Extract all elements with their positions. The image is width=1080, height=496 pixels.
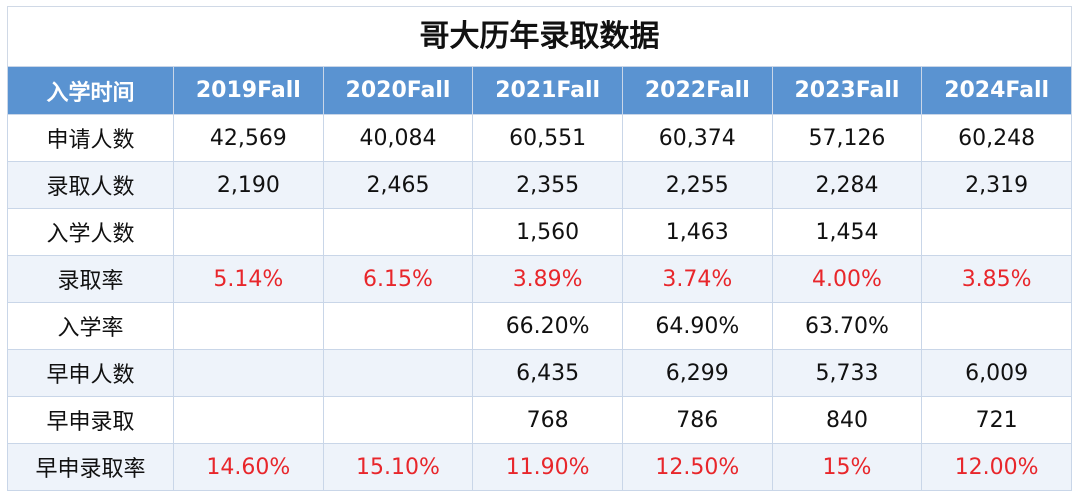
table-cell: 57,126 bbox=[771, 114, 923, 162]
row-label: 早申人数 bbox=[7, 349, 174, 397]
header-cell: 2023Fall bbox=[771, 66, 923, 115]
table-cell: 14.60% bbox=[173, 443, 324, 491]
row-label: 录取人数 bbox=[7, 161, 174, 209]
header-cell: 2024Fall bbox=[921, 66, 1072, 115]
table-cell: 64.90% bbox=[621, 302, 773, 350]
table-cell: 6,299 bbox=[621, 349, 773, 397]
table-cell bbox=[322, 302, 474, 350]
table-cell bbox=[921, 208, 1072, 256]
table-cell: 2,284 bbox=[771, 161, 923, 209]
table-cell: 6,435 bbox=[472, 349, 623, 397]
table-cell bbox=[921, 302, 1072, 350]
table-cell: 12.50% bbox=[621, 443, 773, 491]
table-row: 申请人数 42,569 40,084 60,551 60,374 57,126 60,248 bbox=[7, 114, 1072, 162]
table-cell: 3.85% bbox=[921, 255, 1072, 303]
header-cell: 2020Fall bbox=[322, 66, 474, 115]
row-label: 早申录取 bbox=[7, 396, 174, 444]
header-cell: 2022Fall bbox=[621, 66, 773, 115]
row-label: 入学人数 bbox=[7, 208, 174, 256]
header-cell: 2021Fall bbox=[472, 66, 623, 115]
table-cell: 786 bbox=[621, 396, 773, 444]
table-row: 早申人数 6,435 6,299 5,733 6,009 bbox=[7, 349, 1072, 397]
table-cell: 4.00% bbox=[771, 255, 923, 303]
table-cell: 15.10% bbox=[322, 443, 474, 491]
table-cell: 11.90% bbox=[472, 443, 623, 491]
table-cell: 5,733 bbox=[771, 349, 923, 397]
table-cell bbox=[173, 208, 324, 256]
table-cell: 66.20% bbox=[472, 302, 623, 350]
table-row: 入学人数 1,560 1,463 1,454 bbox=[7, 208, 1072, 256]
table-row: 入学率 66.20% 64.90% 63.70% bbox=[7, 302, 1072, 350]
table-cell: 40,084 bbox=[322, 114, 474, 162]
table-cell: 60,374 bbox=[621, 114, 773, 162]
table-cell: 1,560 bbox=[472, 208, 623, 256]
table-cell: 2,355 bbox=[472, 161, 623, 209]
table-cell: 1,454 bbox=[771, 208, 923, 256]
table-cell: 1,463 bbox=[621, 208, 773, 256]
table-row: 录取人数 2,190 2,465 2,355 2,255 2,284 2,319 bbox=[7, 161, 1072, 209]
table-cell: 721 bbox=[921, 396, 1072, 444]
table-cell: 840 bbox=[771, 396, 923, 444]
admissions-table: 入学时间 2019Fall 2020Fall 2021Fall 2022Fall… bbox=[7, 66, 1072, 491]
table-cell bbox=[173, 396, 324, 444]
table-cell bbox=[322, 396, 474, 444]
table-cell bbox=[322, 208, 474, 256]
row-label: 入学率 bbox=[7, 302, 174, 350]
table-cell: 5.14% bbox=[173, 255, 324, 303]
table-cell: 768 bbox=[472, 396, 623, 444]
table-cell: 3.89% bbox=[472, 255, 623, 303]
table-row: 录取率 5.14% 6.15% 3.89% 3.74% 4.00% 3.85% bbox=[7, 255, 1072, 303]
table-cell bbox=[173, 349, 324, 397]
header-cell: 2019Fall bbox=[173, 66, 324, 115]
table-row: 早申录取率 14.60% 15.10% 11.90% 12.50% 15% 12.00% bbox=[7, 443, 1072, 491]
table-cell: 3.74% bbox=[621, 255, 773, 303]
table-cell: 42,569 bbox=[173, 114, 324, 162]
table-cell: 6.15% bbox=[322, 255, 474, 303]
table-cell: 12.00% bbox=[921, 443, 1072, 491]
table-cell: 60,551 bbox=[472, 114, 623, 162]
header-row: 入学时间 2019Fall 2020Fall 2021Fall 2022Fall… bbox=[7, 66, 1072, 115]
table-cell: 63.70% bbox=[771, 302, 923, 350]
table-cell: 60,248 bbox=[921, 114, 1072, 162]
header-cell: 入学时间 bbox=[7, 66, 174, 115]
row-label: 早申录取率 bbox=[7, 443, 174, 491]
row-label: 申请人数 bbox=[7, 114, 174, 162]
row-label: 录取率 bbox=[7, 255, 174, 303]
table-cell: 2,465 bbox=[322, 161, 474, 209]
admissions-table-card: 哥大历年录取数据 入学时间 2019Fall 2020Fall 2021Fall… bbox=[7, 6, 1072, 491]
table-cell: 2,319 bbox=[921, 161, 1072, 209]
table-cell: 2,255 bbox=[621, 161, 773, 209]
table-cell bbox=[322, 349, 474, 397]
table-title: 哥大历年录取数据 bbox=[7, 6, 1072, 66]
table-cell: 6,009 bbox=[921, 349, 1072, 397]
table-row: 早申录取 768 786 840 721 bbox=[7, 396, 1072, 444]
table-cell: 2,190 bbox=[173, 161, 324, 209]
table-cell: 15% bbox=[771, 443, 923, 491]
table-cell bbox=[173, 302, 324, 350]
